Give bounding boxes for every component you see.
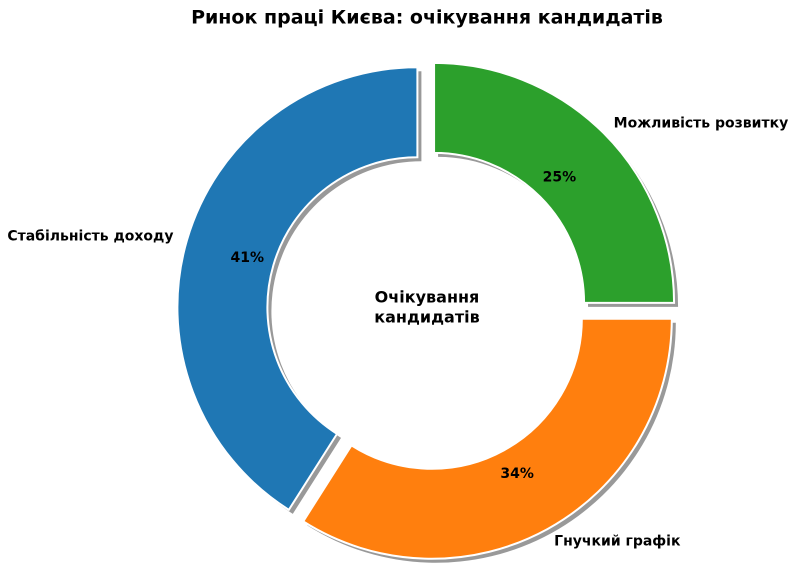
value-label: 25% — [543, 170, 577, 186]
category-label: Гнучкий графік — [554, 533, 681, 549]
slice — [301, 317, 673, 560]
chart-title: Ринок праці Києва: очікування кандидатів — [191, 7, 663, 29]
slice — [176, 66, 419, 512]
value-label: 41% — [230, 250, 264, 266]
slice — [433, 61, 676, 304]
center-text: кандидатів — [374, 308, 479, 327]
category-label: Можливість розвитку — [614, 115, 789, 131]
center-text: Очікування — [375, 288, 480, 307]
value-label: 34% — [500, 466, 534, 482]
category-label: Стабільність доходу — [7, 228, 173, 244]
